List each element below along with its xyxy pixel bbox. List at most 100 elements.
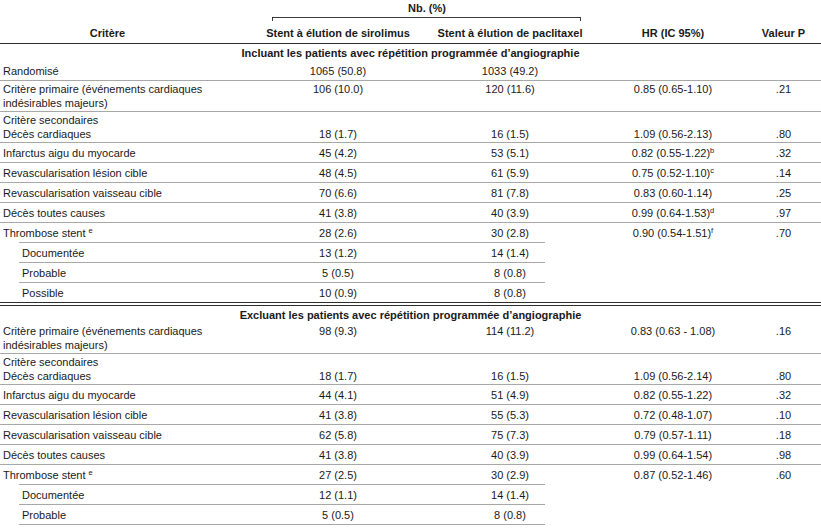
criterion-line-1: Critère secondaires [3,113,256,127]
paclitaxel-value-cell: 1033 (49.2) [420,64,600,78]
hazard-ratio-cell: 0.75 (0.52-1.10)c [600,166,746,180]
criterion-cell: Décès toutes causes [0,206,256,220]
paclitaxel-value-cell: 8 (0.8) [420,508,600,522]
footnote-marker: e [89,226,93,235]
criterion-cell: Revascularisation lésion cible [0,408,256,422]
table-row: Critère primaire (événements cardiaquesi… [0,323,821,353]
section-header: Excluant les patients avec répétition pr… [0,306,821,323]
sirolimus-value-cell: 5 (0.5) [256,508,420,522]
criterion-cell: Infarctus aigu du myocarde [0,388,256,402]
hazard-ratio-cell: 0.72 (0.48-1.07) [600,408,746,422]
table-row: Revascularisation vaisseau cible62 (5.8)… [0,425,821,444]
paclitaxel-value-cell: 53 (5.1) [420,146,600,160]
p-value-cell: .16 [746,324,821,338]
sirolimus-value-cell: 12 (1.1) [256,488,420,502]
paclitaxel-value-cell: 30 (2.9) [420,468,600,482]
p-value-cell: .32 [746,388,821,402]
criterion-line-2: indésirables majeurs) [3,338,256,352]
hazard-ratio-cell: 0.87 (0.52-1.46) [600,468,746,482]
table-header: Nb. (%) Critère Stent à élution de sirol… [0,0,821,44]
criterion-cell: Documentée [0,488,256,502]
criterion-cell: Critère primaire (événements cardiaquesi… [0,82,256,110]
paclitaxel-value-cell: 14 (1.4) [420,246,600,260]
paclitaxel-value-cell: 14 (1.4) [420,488,600,502]
footnote-marker: e [89,468,93,477]
sirolimus-value-cell: 10 (0.9) [256,286,420,300]
hazard-ratio-cell: 0.83 (0.63 - 1.08) [600,324,746,338]
criterion-cell: Critère secondairesDécès cardiaques [0,113,256,141]
hazard-ratio-cell: 0.82 (0.55-1.22) [600,388,746,402]
table-row: Possible10 (0.9)8 (0.8) [0,283,821,302]
paclitaxel-value-cell: 16 (1.5) [420,127,600,141]
column-header-p-value: Valeur P [746,26,821,40]
table-row: Thrombose stent e27 (2.5)30 (2.9)0.87 (0… [0,465,821,484]
sirolimus-value-cell: 18 (1.7) [256,369,420,383]
criterion-line-1: Critère primaire (événements cardiaques [3,324,256,338]
criterion-cell: Infarctus aigu du myocarde [0,146,256,160]
paclitaxel-value-cell: 16 (1.5) [420,369,600,383]
criterion-line-2: indésirables majeurs) [3,96,256,110]
table-row: Revascularisation lésion cible48 (4.5)61… [0,163,821,182]
paclitaxel-value-cell: 40 (3.9) [420,448,600,462]
criterion-cell: Revascularisation vaisseau cible [0,428,256,442]
criterion-cell: Thrombose stent e [0,468,256,482]
paclitaxel-value-cell: 120 (11.6) [420,82,600,96]
paclitaxel-value-cell: 51 (4.9) [420,388,600,402]
table-row: Documentée13 (1.2)14 (1.4) [0,243,821,262]
paclitaxel-value-cell: 40 (3.9) [420,206,600,220]
table-row: Revascularisation vaisseau cible70 (6.6)… [0,183,821,202]
hazard-ratio-cell: 1.09 (0.56-2.13) [600,127,746,141]
criterion-line-1: Critère secondaires [3,355,256,369]
criterion-cell: Possible [0,286,256,300]
p-value-cell: .10 [746,408,821,422]
p-value-cell: .80 [746,127,821,141]
hazard-ratio-cell: 1.09 (0.56-2.14) [600,369,746,383]
sirolimus-value-cell: 5 (0.5) [256,266,420,280]
sirolimus-value-cell: 13 (1.2) [256,246,420,260]
paclitaxel-value-cell: 30 (2.8) [420,226,600,240]
sirolimus-value-cell: 106 (10.0) [256,82,420,96]
table-row: Randomisé1065 (50.8)1033 (49.2) [0,61,821,80]
sirolimus-value-cell: 18 (1.7) [256,127,420,141]
p-value-cell: .32 [746,146,821,160]
results-table: Nb. (%) Critère Stent à élution de sirol… [0,0,821,529]
criterion-line-2: Décès cardiaques [3,127,256,141]
table-row: Infarctus aigu du myocarde44 (4.1)51 (4.… [0,385,821,404]
sirolimus-value-cell: 41 (3.8) [256,448,420,462]
table-row: Revascularisation lésion cible41 (3.8)55… [0,405,821,424]
sirolimus-value-cell: 27 (2.5) [256,468,420,482]
criterion-cell: Probable [0,266,256,280]
criterion-cell: Probable [0,508,256,522]
column-header-criterion: Critère [0,26,215,40]
sirolimus-value-cell: 28 (2.6) [256,226,420,240]
sirolimus-value-cell: 44 (4.1) [256,388,420,402]
sirolimus-value-cell: 48 (4.5) [256,166,420,180]
p-value-cell: .21 [746,82,821,96]
hazard-ratio-cell: 0.85 (0.65-1.10) [600,82,746,96]
paclitaxel-value-cell: 8 (0.8) [420,286,600,300]
table-body: Incluant les patients avec répétition pr… [0,44,821,529]
table-row: Possible10 (0.9)8 (0.8) [0,525,821,529]
p-value-cell: .97 [746,206,821,220]
p-value-cell: .60 [746,468,821,482]
sirolimus-value-cell: 98 (9.3) [256,324,420,338]
paclitaxel-value-cell: 61 (5.9) [420,166,600,180]
spanner-bracket [272,17,581,21]
criterion-line-2: Décès cardiaques [3,369,256,383]
criterion-cell: Critère primaire (événements cardiaquesi… [0,324,256,352]
hazard-ratio-cell: 0.99 (0.64-1.54) [600,448,746,462]
p-value-cell: .80 [746,369,821,383]
sirolimus-value-cell: 41 (3.8) [256,206,420,220]
footnote-marker: f [711,226,713,235]
column-header-paclitaxel: Stent à élution de paclitaxel [420,26,600,40]
column-header-sirolimus: Stent à élution de sirolimus [256,26,420,40]
hazard-ratio-cell: 0.90 (0.54-1.51)f [600,226,746,240]
paclitaxel-value-cell: 8 (0.8) [420,266,600,280]
table-row: Probable5 (0.5)8 (0.8) [0,263,821,282]
section-header: Incluant les patients avec répétition pr… [0,44,821,61]
criterion-cell: Thrombose stent e [0,226,256,240]
table-row: Critère primaire (événements cardiaquesi… [0,81,821,111]
paclitaxel-value-cell: 75 (7.3) [420,428,600,442]
footnote-marker: b [710,146,714,155]
sirolimus-value-cell: 62 (5.8) [256,428,420,442]
